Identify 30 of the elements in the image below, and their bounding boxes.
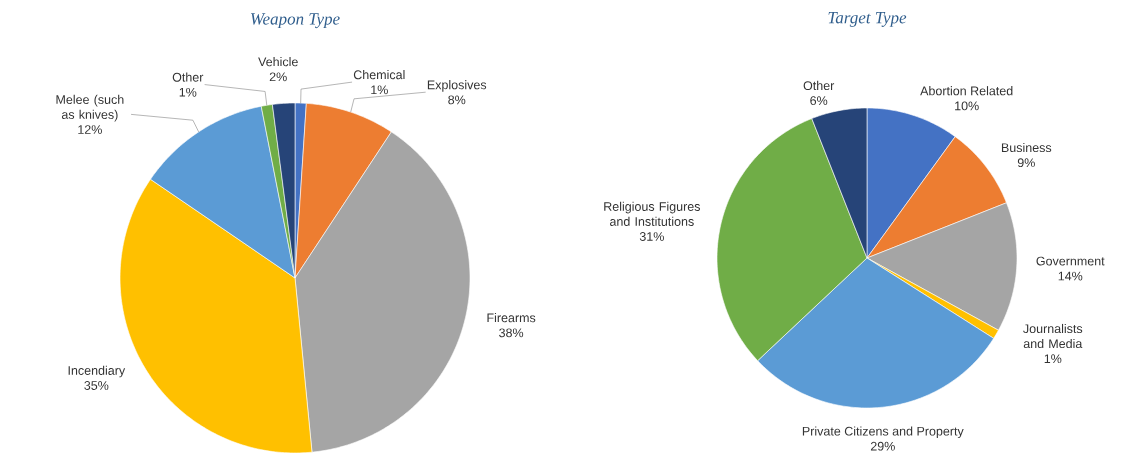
slice-label: Abortion Related <box>920 86 1013 96</box>
data-label: 6% <box>810 96 828 106</box>
slice-label: Government <box>1036 256 1105 266</box>
chart-title: Target Type <box>828 12 907 27</box>
data-label: 31% <box>639 232 664 241</box>
slice-label: Journalists and Media <box>1023 323 1083 349</box>
slice-label: Vehicle <box>258 57 298 67</box>
slice-label: Other <box>172 72 204 82</box>
slice-label: Chemical <box>353 70 405 80</box>
slice-label: Explosives <box>427 80 487 92</box>
slice-label: Melee (such as knives) <box>56 94 124 122</box>
data-label: 14% <box>1058 271 1083 281</box>
slice-label: Firearms <box>487 313 536 323</box>
data-label: 2% <box>269 72 287 82</box>
data-label: 38% <box>499 328 524 338</box>
data-label: 1% <box>1044 354 1062 364</box>
slice-label: Other <box>803 80 835 91</box>
slice-label: Incendiary <box>68 365 126 378</box>
data-label: 1% <box>179 87 197 97</box>
data-label: 12% <box>78 125 102 134</box>
slice-label: Business <box>1001 142 1052 153</box>
data-label: 9% <box>1017 158 1035 168</box>
chart-title: Weapon Type <box>251 13 340 29</box>
data-label: 1% <box>371 85 388 95</box>
data-label: 35% <box>84 381 109 390</box>
data-label: 29% <box>870 441 895 451</box>
slice-label: Private Citizens and Property <box>802 426 964 439</box>
slice-label: Religious Figures and Institutions <box>604 201 701 226</box>
data-label: 8% <box>448 95 466 105</box>
data-label: 10% <box>955 101 979 111</box>
